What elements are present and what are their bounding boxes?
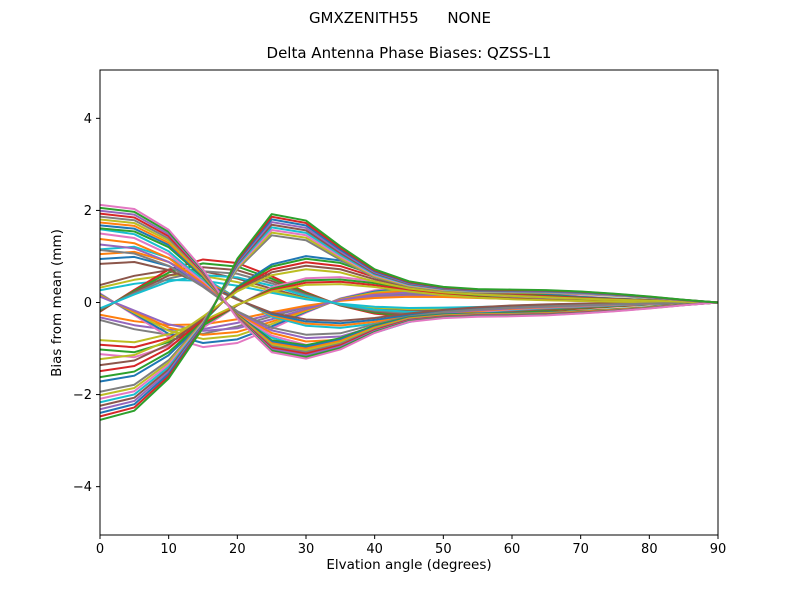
x-tick-label: 20 — [229, 542, 246, 557]
line-series-layer — [100, 203, 718, 421]
y-tick-label: −4 — [73, 480, 92, 495]
series-line-43 — [100, 203, 718, 360]
x-tick-label: 10 — [160, 542, 177, 557]
x-tick-label: 60 — [504, 542, 521, 557]
y-tick-label: 4 — [84, 112, 92, 127]
x-tick-label: 0 — [96, 542, 104, 557]
x-tick-label: 30 — [298, 542, 315, 557]
series-line-52 — [100, 213, 718, 421]
axes-title: Delta Antenna Phase Biases: QZSS-L1 — [266, 44, 552, 62]
y-tick-label: −2 — [73, 388, 92, 403]
x-tick-label: 50 — [435, 542, 452, 557]
x-tick-label: 40 — [366, 542, 383, 557]
x-tick-label: 90 — [710, 542, 727, 557]
figure-suptitle: GMXZENITH55 NONE — [308, 9, 492, 27]
axes-layer: 0 10 20 30 40 50 60 70 80 90 −4 −2 0 2 4 — [73, 69, 727, 557]
x-tick-label: 80 — [641, 542, 658, 557]
y-tick-label: 2 — [84, 204, 92, 219]
series-line-34 — [100, 268, 718, 361]
y-tick-label: 0 — [84, 296, 92, 311]
x-axis-label: Elvation angle (degrees) — [326, 557, 492, 573]
y-axis-label: Bias from mean (mm) — [49, 229, 65, 377]
x-tick-label: 70 — [572, 542, 589, 557]
